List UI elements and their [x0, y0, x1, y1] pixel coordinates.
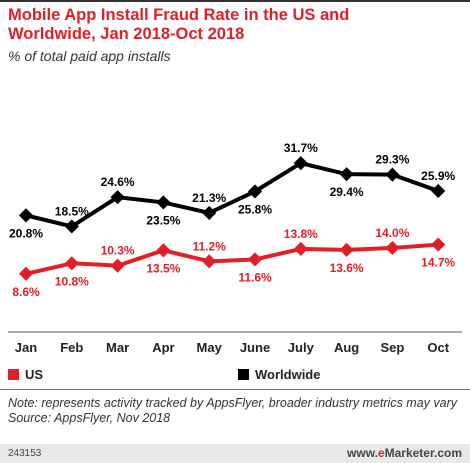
worldwide-point-aug [339, 167, 354, 182]
us-point-june [247, 252, 263, 267]
footer: 243153 www.eMarketer.com [0, 444, 470, 463]
x-tick-label-apr: Apr [152, 340, 174, 355]
worldwide-point-may [202, 205, 217, 221]
chart-id: 243153 [8, 448, 42, 459]
us-data-label-apr: 13.5% [146, 261, 180, 275]
us-point-apr [156, 243, 171, 258]
emarketer-logo: www.eMarketer.com [347, 446, 462, 460]
note-text: Note: represents activity tracked by App… [8, 396, 458, 410]
worldwide-data-label-mar: 24.6% [101, 175, 135, 189]
worldwide-series-line [25, 161, 439, 229]
us-point-feb [64, 256, 79, 271]
us-point-aug [339, 242, 354, 257]
us-data-label-sep: 14.0% [375, 226, 409, 240]
x-tick-label-june: June [240, 340, 270, 355]
divider [0, 389, 470, 390]
us-data-label-mar: 10.3% [101, 244, 135, 258]
us-point-may [202, 254, 217, 269]
us-data-label-june: 11.6% [238, 270, 272, 284]
x-tick-label-feb: Feb [60, 340, 83, 355]
us-point-july [293, 241, 308, 256]
worldwide-data-label-apr: 23.5% [146, 213, 180, 227]
us-swatch-icon [8, 369, 19, 380]
worldwide-point-oct [431, 183, 446, 199]
worldwide-data-label-feb: 18.5% [55, 204, 89, 218]
us-data-label-feb: 10.8% [55, 274, 89, 288]
worldwide-data-label-jan: 20.8% [9, 226, 43, 240]
us-data-label-aug: 13.6% [330, 261, 364, 275]
x-tick-label-july: July [288, 340, 315, 355]
worldwide-data-label-may: 21.3% [192, 191, 226, 205]
note-block: Note: represents activity tracked by App… [8, 396, 463, 426]
us-point-sep [385, 240, 400, 256]
source-text: Source: AppsFlyer, Nov 2018 [8, 411, 171, 425]
legend-item-worldwide: Worldwide [238, 367, 320, 382]
worldwide-swatch-icon [238, 369, 249, 380]
x-tick-label-mar: Mar [106, 340, 129, 355]
x-tick-label-may: May [197, 340, 223, 355]
chart-title: Mobile App Install Fraud Rate in the US … [8, 6, 350, 43]
worldwide-point-jan [18, 208, 34, 223]
us-data-label-jan: 8.6% [12, 285, 40, 299]
us-point-oct [431, 237, 446, 252]
us-point-mar [110, 258, 125, 273]
worldwide-data-label-oct: 25.9% [421, 169, 455, 183]
us-data-label-july: 13.8% [284, 227, 318, 241]
worldwide-data-label-aug: 29.4% [330, 185, 364, 199]
worldwide-point-sep [385, 167, 400, 182]
worldwide-point-apr [156, 195, 171, 210]
worldwide-point-july [293, 156, 308, 171]
worldwide-data-label-sep: 29.3% [375, 153, 409, 167]
us-point-jan [18, 266, 34, 281]
x-tick-label-jan: Jan [15, 340, 37, 355]
legend-label-worldwide: Worldwide [255, 367, 321, 382]
worldwide-data-label-july: 31.7% [284, 141, 318, 155]
worldwide-data-label-june: 25.8% [238, 202, 272, 216]
us-data-label-oct: 14.7% [421, 256, 455, 270]
top-rule [0, 0, 470, 2]
x-tick-label-aug: Aug [334, 340, 359, 355]
x-tick-label-oct: Oct [427, 340, 449, 355]
legend-item-us: US [8, 367, 43, 382]
legend-label-us: US [25, 367, 44, 382]
us-series-line [25, 242, 439, 276]
x-tick-label-sep: Sep [380, 340, 404, 355]
worldwide-point-june [247, 184, 263, 199]
us-data-label-may: 11.2% [193, 239, 227, 253]
chart-subtitle: % of total paid app installs [8, 48, 171, 64]
line-chart: Jan Feb Mar Apr May June July Aug Sep Oct 20.8% 18.… [8, 141, 462, 355]
